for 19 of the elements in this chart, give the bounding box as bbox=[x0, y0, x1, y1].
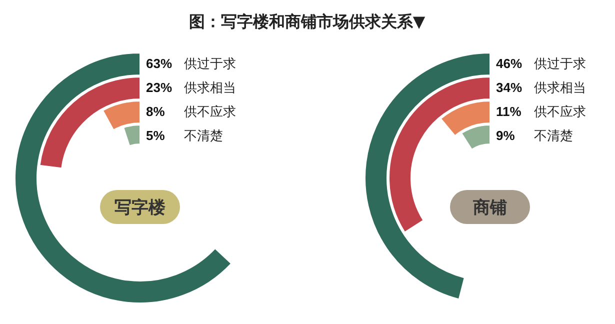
text: 写字楼 bbox=[114, 198, 166, 218]
category-label: 不清楚 bbox=[534, 129, 573, 144]
category-label: 供不应求 bbox=[534, 104, 586, 120]
data-label: 63% bbox=[146, 56, 172, 71]
category-label: 供过于求 bbox=[534, 57, 586, 72]
data-label: 11% bbox=[496, 104, 522, 119]
data-label: 23% bbox=[146, 80, 172, 95]
text: 图：写字楼和商铺市场供求关系▼ bbox=[188, 12, 426, 31]
data-label: 8% bbox=[146, 104, 166, 119]
data-label: 9% bbox=[496, 128, 516, 143]
data-label: 5% bbox=[146, 128, 166, 143]
category-label: 供求相当 bbox=[184, 81, 236, 96]
data-label: 46% bbox=[496, 56, 522, 71]
category-label: 不清楚 bbox=[184, 129, 223, 144]
category-label: 供求相当 bbox=[534, 81, 586, 96]
data-label: 34% bbox=[496, 80, 522, 95]
category-label: 供不应求 bbox=[184, 104, 236, 120]
category-label: 供过于求 bbox=[184, 57, 236, 72]
text: 商铺 bbox=[472, 198, 507, 218]
